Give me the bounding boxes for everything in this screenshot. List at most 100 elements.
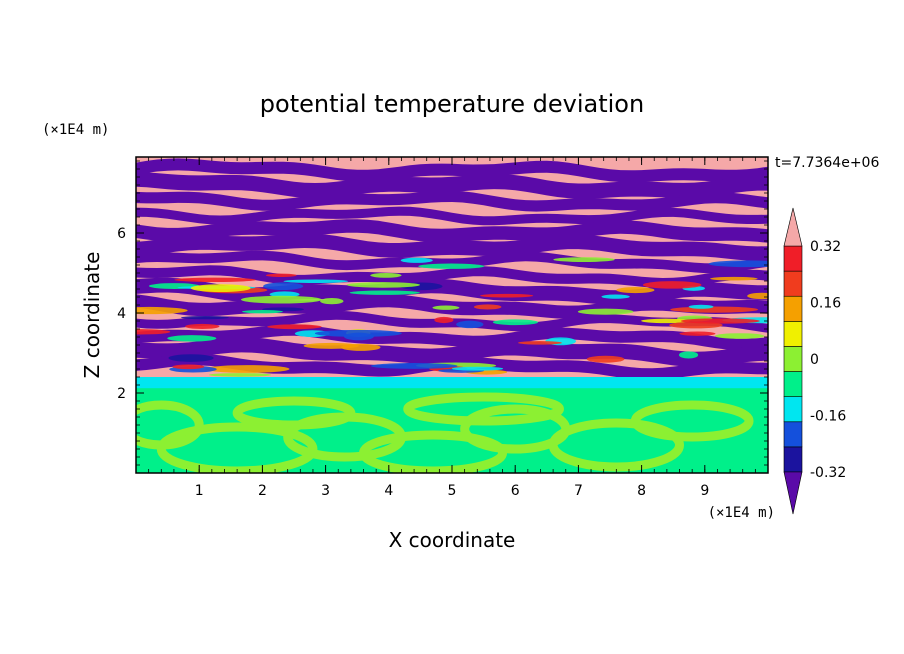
y-tick-label: 4 [117,306,126,322]
mixing-streak [642,281,702,289]
mixing-streak [303,342,359,349]
colorbar-min-extend [783,471,803,515]
lower-swirl [359,430,508,473]
y-unit-label: (×1E4 m) [42,122,109,138]
colorbar-band [783,421,803,448]
mixing-streak [265,273,297,278]
stripe-5 [136,219,768,243]
stripe-2 [136,171,768,199]
mixing-streak [349,290,420,295]
x-tick-label: 9 [700,483,709,499]
mixing-streak [314,329,402,337]
y-tick-label: 2 [117,386,126,402]
colorbar-label: -0.32 [810,465,846,481]
mixing-streak [205,365,290,373]
mixing-streak [174,277,256,283]
mixing-streak [346,282,421,288]
mixing-streak [708,260,768,268]
x-axis-label: X coordinate [389,528,516,552]
colorbar-label: 0.32 [810,239,841,255]
y-axis-label: Z coordinate [80,252,104,379]
x-tick-label: 5 [448,483,457,499]
colorbar-label: 0.16 [810,296,841,312]
colorbar-band [783,270,803,297]
x-tick-label: 8 [637,483,646,499]
mixing-streak [181,316,229,320]
mixing-streak [680,318,760,324]
stripe-1 [136,158,768,183]
mixing-streak [577,308,634,315]
mixing-streak [451,366,504,371]
mixing-streak [710,276,758,281]
x-unit-label: (×1E4 m) [708,505,775,521]
mixing-streak [283,279,349,284]
mixing-streak [473,304,502,310]
mixing-streak [400,257,433,263]
colorbar-band [783,295,803,322]
y-tick-label: 6 [117,226,126,242]
mixing-streak [678,351,699,359]
mixing-streak [432,305,460,310]
mixing-streak [679,331,716,336]
colorbar-band [783,245,803,272]
mixing-streak [208,373,272,377]
mixing-streak [263,282,304,290]
colorbar-band [783,371,803,397]
mixing-streak [492,319,539,326]
colorbar-band [783,346,803,372]
time-label: t=7.7364e+06 [775,155,879,171]
mixing-streak [688,304,714,309]
stripe-6 [136,233,768,261]
colorbar-band [783,321,803,347]
colorbar: 0.32 0.16 0 -0.16 -0.32 [783,207,846,515]
mixing-streak [456,320,484,329]
lower-swirl [403,392,564,426]
lower-swirl [232,396,356,430]
colorbar-band [783,446,803,473]
mixing-streak [136,329,171,335]
mixing-streak [267,324,322,330]
mixing-streak [714,333,765,339]
mixing-streak [517,341,562,345]
chart-title: potential temperature deviation [260,90,644,118]
lower-swirl [630,400,754,442]
mixing-streak [601,294,630,299]
stripe-12 [136,324,768,351]
stripe-13 [136,337,768,367]
mixing-streak [418,263,485,269]
mixing-streak [172,364,205,370]
x-tick-label: 6 [511,483,520,499]
mixing-streak [136,306,188,315]
mixing-streak [370,272,402,278]
x-tick-label: 1 [195,483,204,499]
mixing-streak [480,293,534,298]
stripe-7 [136,250,768,274]
colorbar-band [783,396,803,423]
contour-field [136,157,768,473]
x-tick-label: 3 [321,483,330,499]
mixing-streak [641,318,691,324]
mixing-streak [185,323,220,329]
mixing-streak [434,316,454,324]
mixing-streak [370,363,458,369]
stripe-3 [136,190,768,212]
mixing-streak [616,287,655,294]
lower-swirl [136,400,204,450]
transition-band-lower [136,388,768,393]
lower-swirl [548,418,685,472]
mixing-streak [242,310,283,314]
mixing-streak [240,295,322,304]
stripe-11 [136,310,768,333]
colorbar-max-extend [783,207,803,247]
x-tick-label: 2 [258,483,267,499]
colorbar-label: 0 [810,352,819,368]
stripe-4 [136,206,768,226]
mixing-streak [190,284,251,293]
mixing-streak [747,292,768,300]
x-tick-label: 4 [384,483,393,499]
x-tick-label: 7 [574,483,583,499]
mixing-streak [553,257,615,263]
colorbar-label: -0.16 [810,409,846,425]
mixing-streak [586,355,625,363]
